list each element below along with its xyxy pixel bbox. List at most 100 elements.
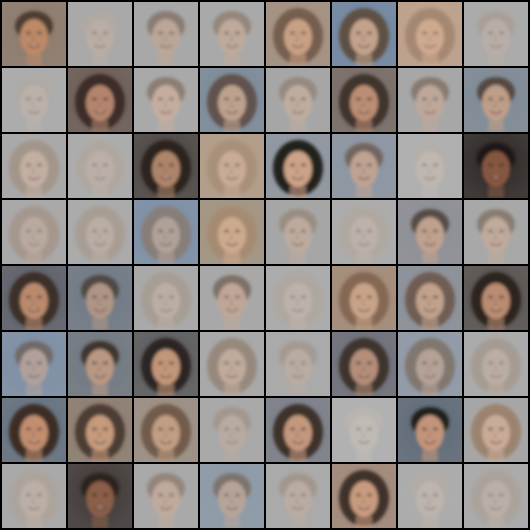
face-sample-image: [464, 134, 528, 198]
face-sample-image: [200, 2, 264, 66]
face-sample-tile: [200, 398, 264, 462]
face-sample-tile: [464, 266, 528, 330]
face-sample-image: [464, 200, 528, 264]
face-sample-tile: [398, 68, 462, 132]
face-sample-tile: [68, 200, 132, 264]
face-sample-image: [134, 68, 198, 132]
face-sample-tile: [68, 398, 132, 462]
face-sample-tile: [398, 398, 462, 462]
face-sample-tile: [398, 134, 462, 198]
face-sample-image: [134, 398, 198, 462]
face-sample-image: [398, 266, 462, 330]
face-sample-image: [332, 68, 396, 132]
face-sample-tile: [266, 68, 330, 132]
face-sample-image: [266, 2, 330, 66]
face-sample-tile: [332, 266, 396, 330]
face-sample-tile: [266, 398, 330, 462]
face-sample-image: [464, 464, 528, 528]
face-sample-image: [200, 266, 264, 330]
face-sample-image: [464, 398, 528, 462]
face-sample-tile: [464, 2, 528, 66]
face-sample-tile: [68, 134, 132, 198]
face-sample-image: [200, 464, 264, 528]
face-sample-image: [332, 398, 396, 462]
face-sample-tile: [134, 332, 198, 396]
face-sample-image: [134, 2, 198, 66]
face-sample-image: [332, 464, 396, 528]
face-sample-tile: [200, 68, 264, 132]
face-sample-image: [266, 332, 330, 396]
face-sample-image: [266, 68, 330, 132]
face-sample-tile: [266, 332, 330, 396]
face-sample-image: [464, 2, 528, 66]
face-sample-tile: [2, 134, 66, 198]
face-sample-image: [68, 68, 132, 132]
face-sample-tile: [200, 2, 264, 66]
face-sample-tile: [464, 398, 528, 462]
face-sample-image: [332, 200, 396, 264]
face-sample-image: [464, 332, 528, 396]
face-sample-tile: [134, 200, 198, 264]
face-sample-tile: [134, 134, 198, 198]
face-sample-image: [68, 332, 132, 396]
face-sample-image: [134, 200, 198, 264]
face-sample-tile: [464, 332, 528, 396]
face-sample-tile: [134, 266, 198, 330]
face-sample-image: [332, 2, 396, 66]
face-sample-tile: [2, 200, 66, 264]
face-sample-tile: [266, 2, 330, 66]
face-sample-tile: [68, 2, 132, 66]
face-sample-tile: [200, 134, 264, 198]
face-sample-tile: [200, 332, 264, 396]
face-sample-image: [134, 464, 198, 528]
face-sample-image: [266, 200, 330, 264]
face-sample-tile: [200, 266, 264, 330]
face-sample-image: [2, 2, 66, 66]
face-sample-image: [200, 332, 264, 396]
face-sample-tile: [332, 68, 396, 132]
face-sample-tile: [266, 200, 330, 264]
face-sample-image: [464, 266, 528, 330]
face-sample-tile: [68, 332, 132, 396]
face-sample-image: [68, 200, 132, 264]
face-sample-tile: [398, 200, 462, 264]
face-sample-tile: [398, 2, 462, 66]
face-sample-image: [398, 200, 462, 264]
face-sample-image: [2, 464, 66, 528]
face-sample-image: [398, 332, 462, 396]
face-sample-image: [200, 68, 264, 132]
face-sample-image: [332, 266, 396, 330]
face-sample-image: [68, 134, 132, 198]
face-sample-tile: [266, 134, 330, 198]
face-sample-tile: [2, 332, 66, 396]
face-sample-tile: [332, 464, 396, 528]
face-sample-image: [134, 332, 198, 396]
face-sample-tile: [68, 68, 132, 132]
face-sample-image: [134, 266, 198, 330]
face-sample-image: [2, 134, 66, 198]
face-sample-tile: [332, 200, 396, 264]
face-sample-tile: [2, 68, 66, 132]
face-sample-image: [200, 398, 264, 462]
face-sample-image: [332, 134, 396, 198]
face-sample-tile: [398, 464, 462, 528]
face-sample-tile: [134, 2, 198, 66]
face-sample-tile: [464, 68, 528, 132]
face-sample-image: [2, 398, 66, 462]
face-sample-tile: [464, 134, 528, 198]
face-sample-image: [2, 200, 66, 264]
face-sample-image: [398, 398, 462, 462]
face-sample-image: [398, 134, 462, 198]
face-sample-tile: [332, 398, 396, 462]
face-sample-tile: [200, 464, 264, 528]
face-sample-image: [266, 464, 330, 528]
face-sample-image: [266, 266, 330, 330]
face-sample-tile: [134, 398, 198, 462]
face-sample-image: [2, 332, 66, 396]
face-sample-image: [398, 68, 462, 132]
face-sample-tile: [68, 266, 132, 330]
face-sample-image: [200, 200, 264, 264]
face-sample-tile: [2, 266, 66, 330]
face-sample-image: [68, 266, 132, 330]
